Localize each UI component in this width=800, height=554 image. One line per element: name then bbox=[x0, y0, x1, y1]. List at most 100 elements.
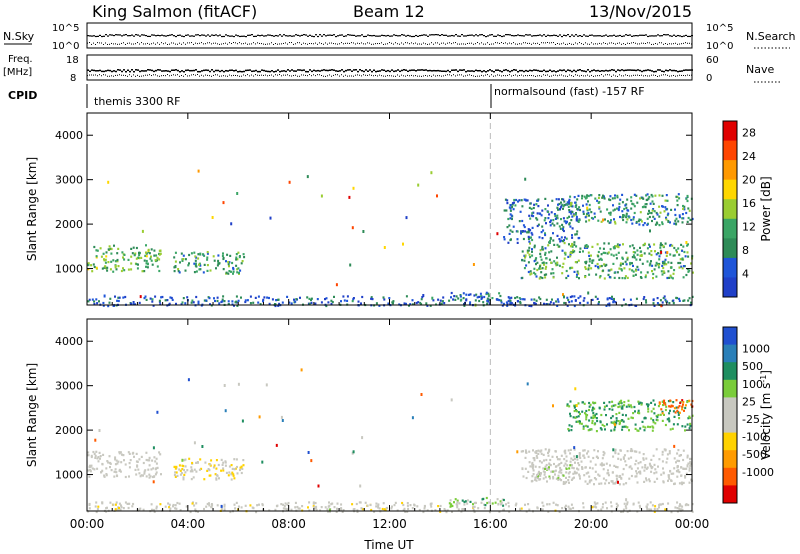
freq-sample bbox=[507, 69, 509, 72]
freq-sample bbox=[515, 69, 517, 71]
velocity-isolated-echo bbox=[617, 480, 619, 484]
nave-sample bbox=[233, 74, 234, 76]
freq-sample bbox=[307, 70, 309, 73]
power-cell bbox=[560, 239, 563, 242]
power-cell bbox=[556, 206, 559, 209]
power-cell bbox=[632, 274, 635, 277]
power-cell bbox=[616, 271, 619, 274]
velocity-cell bbox=[548, 463, 551, 466]
power-cell bbox=[622, 215, 625, 218]
power-cell bbox=[675, 249, 678, 252]
power-cell bbox=[324, 298, 326, 301]
nsky-sample bbox=[247, 34, 249, 36]
velocity-cell bbox=[181, 468, 184, 471]
velocity-y-tick-label: 1000 bbox=[55, 469, 83, 482]
nsearch-sample bbox=[101, 42, 102, 44]
power-cell bbox=[597, 302, 600, 305]
velocity-cell bbox=[204, 461, 207, 464]
velocity-cell bbox=[572, 506, 575, 510]
power-cell bbox=[558, 202, 561, 206]
nsky-sample bbox=[657, 34, 659, 36]
freq-sample bbox=[237, 70, 239, 73]
nsky-sample bbox=[591, 34, 593, 36]
velocity-cell bbox=[114, 503, 117, 506]
velocity-cell bbox=[615, 477, 618, 480]
power-cell bbox=[562, 228, 564, 231]
velocity-cell bbox=[168, 503, 171, 506]
power-cell bbox=[553, 243, 556, 246]
velocity-cell bbox=[377, 506, 380, 509]
nave-sample bbox=[471, 74, 472, 76]
power-cell bbox=[629, 261, 632, 265]
nave-sample bbox=[655, 74, 656, 76]
velocity-cell bbox=[677, 449, 680, 452]
freq-sample bbox=[651, 70, 653, 72]
power-cell bbox=[457, 297, 460, 300]
freq-sample bbox=[641, 70, 643, 73]
velocity-cell bbox=[532, 473, 535, 476]
velocity-cell bbox=[237, 505, 240, 508]
velocity-cell bbox=[606, 423, 608, 426]
nsky-sample bbox=[535, 35, 537, 37]
nsearch-sample bbox=[633, 42, 634, 44]
freq-sample bbox=[655, 70, 657, 73]
power-cell bbox=[585, 244, 588, 247]
power-cell bbox=[545, 303, 548, 306]
power-cell bbox=[158, 269, 161, 273]
power-cell bbox=[535, 257, 538, 260]
velocity-cell bbox=[637, 501, 640, 504]
freq-sample bbox=[355, 69, 357, 71]
nsky-sample bbox=[287, 35, 289, 37]
velocity-cell bbox=[174, 467, 177, 470]
nsky-sample bbox=[285, 35, 287, 37]
nsky-sample bbox=[211, 34, 213, 36]
velocity-cell bbox=[378, 507, 381, 510]
freq-sample bbox=[265, 70, 267, 72]
power-cell bbox=[688, 269, 691, 272]
velocity-cell bbox=[650, 410, 653, 413]
nsky-sample bbox=[541, 35, 543, 37]
power-cell bbox=[551, 268, 554, 271]
velocity-isolated-echo bbox=[201, 445, 204, 448]
power-cell bbox=[536, 261, 539, 264]
power-cell bbox=[198, 263, 200, 266]
nave-sample bbox=[607, 74, 608, 76]
velocity-cell bbox=[515, 502, 518, 505]
nsearch-sample bbox=[213, 42, 214, 44]
nave-sample bbox=[197, 74, 198, 76]
nsearch-sample bbox=[327, 43, 328, 45]
nave-tick-bottom: 0 bbox=[706, 73, 712, 84]
freq-sample bbox=[435, 70, 437, 72]
nsearch-sample bbox=[201, 42, 202, 44]
velocity-cell bbox=[106, 460, 109, 463]
power-cell bbox=[361, 295, 364, 299]
power-cell bbox=[666, 199, 669, 202]
power-cell bbox=[375, 302, 378, 305]
velocity-cell bbox=[645, 505, 648, 508]
power-cell bbox=[541, 225, 544, 228]
power-cell bbox=[561, 266, 564, 269]
power-cell bbox=[622, 262, 624, 265]
velocity-cell bbox=[233, 477, 236, 480]
power-cell bbox=[634, 273, 637, 276]
power-cell bbox=[469, 293, 472, 296]
power-cell bbox=[565, 276, 568, 280]
nsky-sample bbox=[161, 34, 163, 36]
nave-sample bbox=[415, 75, 416, 77]
nsearch-sample bbox=[165, 42, 166, 44]
power-cell bbox=[597, 219, 600, 222]
power-cell bbox=[197, 257, 200, 260]
power-cell bbox=[661, 221, 664, 224]
nsearch-sample bbox=[289, 42, 290, 44]
velocity-cell bbox=[578, 422, 581, 425]
power-cell bbox=[249, 295, 252, 298]
velocity-cell bbox=[168, 506, 171, 509]
velocity-cell bbox=[132, 451, 135, 454]
power-isolated-echo bbox=[587, 291, 590, 295]
nave-sample bbox=[595, 75, 596, 77]
power-cell bbox=[581, 194, 584, 197]
velocity-cell bbox=[595, 430, 598, 433]
power-cell bbox=[530, 272, 533, 275]
velocity-cell bbox=[222, 467, 225, 470]
velocity-cell bbox=[475, 501, 477, 504]
